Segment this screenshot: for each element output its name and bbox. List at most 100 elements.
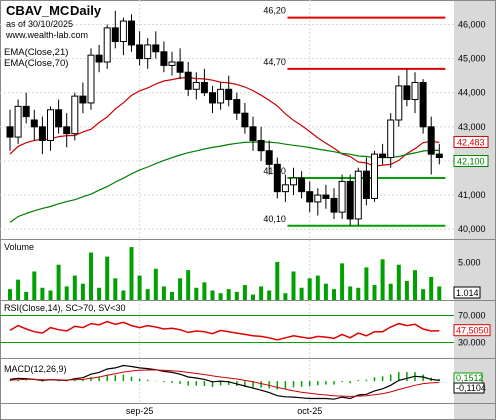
date-tick-label: oct-25 xyxy=(297,406,322,416)
volume-bar xyxy=(323,283,328,300)
price-tick-label: 46,000 xyxy=(458,19,486,29)
volume-bar xyxy=(186,270,191,300)
candle-up xyxy=(354,170,362,220)
volume-bar xyxy=(275,262,280,300)
volume-bar xyxy=(210,290,215,300)
volume-bar xyxy=(380,259,385,300)
volume-bar xyxy=(16,279,21,300)
volume-bar xyxy=(356,287,361,300)
volume-bar xyxy=(161,286,166,300)
chart-source: www.wealth-lab.com xyxy=(5,30,88,40)
volume-bar xyxy=(178,278,183,300)
candle-down xyxy=(95,54,103,63)
ema70-line xyxy=(9,141,440,223)
volume-marker-label: 1.014 xyxy=(456,288,479,298)
candle-down xyxy=(38,126,46,141)
candle-up xyxy=(119,20,127,43)
volume-bar xyxy=(372,285,377,300)
rsi-label: RSI(Close,14), SC>70, SV<30 xyxy=(4,303,126,313)
rsi-line xyxy=(9,320,440,341)
candle-down xyxy=(160,51,168,66)
candle-down xyxy=(209,92,216,104)
volume-bar xyxy=(340,263,345,300)
volume-marker-box xyxy=(453,286,481,299)
candle-up xyxy=(314,194,322,203)
volume-bar xyxy=(315,275,320,300)
volume-bar xyxy=(129,247,134,300)
candle-down xyxy=(225,88,233,101)
candle-down xyxy=(346,180,354,220)
candle-up xyxy=(192,81,200,90)
volume-bar xyxy=(291,271,296,300)
volume-label: Volume xyxy=(4,242,34,252)
chart-as-of: as of 30/10/2025 xyxy=(6,19,73,29)
volume-bar xyxy=(234,291,239,300)
candle-down xyxy=(55,109,63,128)
volume-bar xyxy=(242,285,247,300)
candle-up xyxy=(411,81,419,101)
volume-bar xyxy=(48,290,53,300)
rsi-tick-label: 30.000 xyxy=(458,338,486,348)
candle-down xyxy=(379,153,387,159)
candle-up xyxy=(387,119,395,159)
rsi-marker-box xyxy=(453,324,491,337)
candle-down xyxy=(233,99,241,114)
candle-up xyxy=(281,184,289,193)
candle-up xyxy=(168,61,176,66)
volume-bar xyxy=(89,252,93,300)
volume-bar xyxy=(413,270,417,300)
volume-bar xyxy=(437,286,442,300)
candle-up xyxy=(47,109,54,141)
candle-down xyxy=(128,20,135,46)
candle-up xyxy=(14,105,22,138)
level-label: 46,20 xyxy=(263,6,286,16)
ema70-label: EMA(Close,70) xyxy=(4,58,68,69)
volume-bar xyxy=(121,290,126,300)
volume-bar xyxy=(251,294,255,300)
ema21-label: EMA(Close,21) xyxy=(4,47,68,58)
macd-marker-box xyxy=(453,382,485,394)
volume-bar xyxy=(396,264,401,300)
candle-down xyxy=(184,71,192,90)
volume-bar xyxy=(170,291,174,300)
candle-down xyxy=(298,177,306,193)
candle-down xyxy=(322,194,330,199)
price-tick-label: 44,000 xyxy=(458,88,486,98)
macd-line xyxy=(9,364,440,400)
volume-bar xyxy=(80,283,85,300)
volume-bar xyxy=(72,275,77,300)
volume-bar xyxy=(145,289,150,300)
volume-bar xyxy=(194,287,199,300)
candle-down xyxy=(427,126,435,155)
volume-bar xyxy=(97,287,102,300)
volume-bar xyxy=(299,287,304,300)
volume-bar xyxy=(332,289,336,300)
volume-bar xyxy=(364,267,369,300)
level-label: 44,70 xyxy=(263,57,286,67)
volume-bar xyxy=(8,289,12,300)
volume-bar xyxy=(202,282,207,300)
macd-marker-label: 0,1512 xyxy=(456,373,484,383)
volume-bar xyxy=(56,264,61,300)
volume-bar xyxy=(105,256,110,300)
price-marker-label: 42,483 xyxy=(457,137,485,147)
candle-up xyxy=(217,88,225,104)
volume-bar xyxy=(307,278,312,300)
candle-up xyxy=(87,54,95,104)
price-axis-background xyxy=(454,0,496,420)
candle-down xyxy=(403,85,411,101)
volume-bar xyxy=(137,275,142,300)
price-tick-label: 40,000 xyxy=(458,224,486,234)
volume-bar xyxy=(429,276,434,300)
candle-down xyxy=(176,61,184,73)
macd-marker-label: -0,1104 xyxy=(456,383,486,393)
volume-bar xyxy=(24,291,29,300)
candle-up xyxy=(290,177,297,186)
candle-down xyxy=(273,163,281,193)
chart-period: Daily xyxy=(70,3,102,18)
volume-bar xyxy=(404,281,409,300)
candle-down xyxy=(22,105,30,118)
candle-up xyxy=(371,153,378,199)
chart-symbol: CBAV_MC xyxy=(6,3,70,18)
volume-bar xyxy=(32,271,37,300)
